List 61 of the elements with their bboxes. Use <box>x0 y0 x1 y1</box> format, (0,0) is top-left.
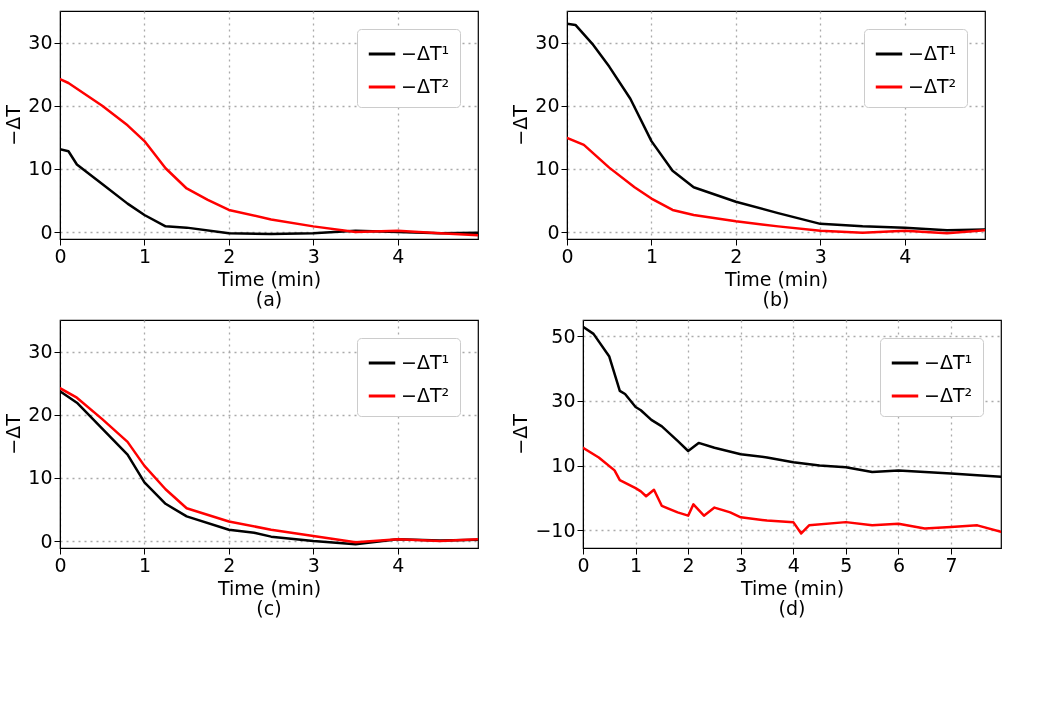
x-tick-label: 3 <box>307 553 320 576</box>
legend-label: −ΔT² <box>924 384 973 406</box>
legend-label: −ΔT¹ <box>401 351 450 373</box>
x-tick-label: 3 <box>307 244 320 267</box>
y-tick-label: 10 <box>28 157 53 180</box>
x-tick-label: 7 <box>945 553 958 576</box>
x-tick-label: 2 <box>682 553 695 576</box>
legend-label: −ΔT² <box>401 384 450 406</box>
x-tick-label: 2 <box>730 244 743 267</box>
x-tick-label: 0 <box>577 553 590 576</box>
y-tick-label: 0 <box>547 220 560 243</box>
x-tick-label: 4 <box>392 244 405 267</box>
y-axis-title: −ΔT <box>509 104 532 146</box>
line-series <box>567 136 985 235</box>
text: (c) <box>256 597 282 619</box>
y-tick-label: 30 <box>551 389 576 412</box>
y-tick-label: 10 <box>551 454 576 477</box>
legend-label: −ΔT¹ <box>924 351 973 373</box>
y-tick-label: −10 <box>535 518 576 541</box>
x-tick-label: 2 <box>223 244 236 267</box>
text: (a) <box>255 288 283 310</box>
x-axis-title: Time (min) <box>723 267 829 290</box>
y-axis-title: −ΔT <box>2 104 25 146</box>
y-tick-label: 10 <box>535 157 560 180</box>
y-tick-label: 30 <box>28 340 53 363</box>
legend-label: −ΔT² <box>908 75 957 97</box>
x-tick-label: 6 <box>892 553 906 576</box>
x-axis-title: Time (min) <box>216 576 322 599</box>
y-tick-label: 10 <box>28 466 53 489</box>
y-axis-title: −ΔT <box>509 413 532 455</box>
y-tick-label: 20 <box>28 403 53 426</box>
legend-label: −ΔT¹ <box>401 42 450 64</box>
legend-label: −ΔT² <box>401 75 450 97</box>
text: (d) <box>778 597 806 619</box>
x-tick-label: 4 <box>392 553 405 576</box>
x-tick-label: 3 <box>814 244 827 267</box>
x-tick-label: 4 <box>899 244 912 267</box>
y-tick-label: 30 <box>535 31 560 54</box>
x-tick-label: 2 <box>223 553 236 576</box>
y-tick-label: 20 <box>535 94 560 117</box>
x-tick-label: 1 <box>645 244 658 267</box>
x-tick-label: 0 <box>54 244 67 267</box>
x-tick-label: 3 <box>735 553 748 576</box>
y-tick-label: 0 <box>40 220 53 243</box>
line-series <box>60 77 478 237</box>
x-tick-label: 4 <box>787 553 800 576</box>
y-axis-title: −ΔT <box>2 413 25 455</box>
x-tick-label: 5 <box>840 553 853 576</box>
y-tick-label: 50 <box>551 324 576 347</box>
x-tick-label: 1 <box>630 553 643 576</box>
y-tick-label: 30 <box>28 31 53 54</box>
line-series <box>583 446 1001 535</box>
x-tick-label: 1 <box>138 244 151 267</box>
text: (b) <box>762 288 790 310</box>
x-axis-title: Time (min) <box>216 267 322 290</box>
x-tick-label: 0 <box>54 553 67 576</box>
y-tick-label: 20 <box>28 94 53 117</box>
x-axis-title: Time (min) <box>739 576 845 599</box>
y-tick-label: 0 <box>40 529 53 552</box>
legend-label: −ΔT¹ <box>908 42 957 64</box>
x-tick-label: 1 <box>138 553 151 576</box>
